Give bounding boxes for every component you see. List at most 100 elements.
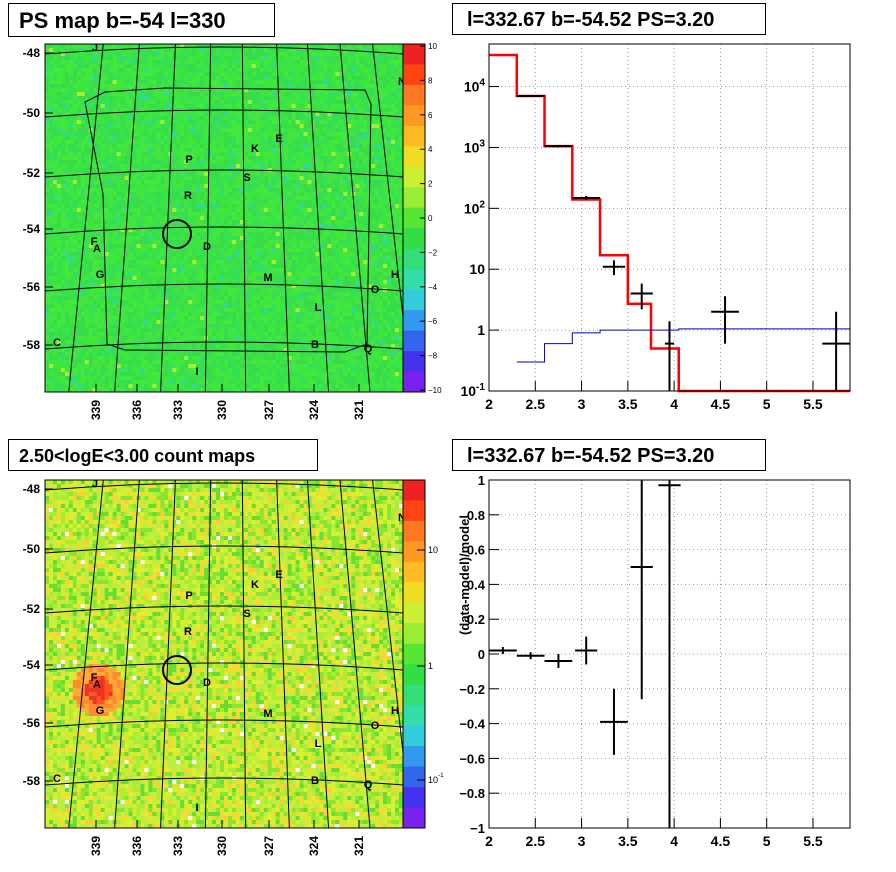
data-point <box>516 94 545 97</box>
y-tick-label: -48 <box>23 482 41 496</box>
x-tick-label: 3 <box>578 833 586 849</box>
source-label-m: M <box>263 708 272 720</box>
ps-map-lon-line <box>160 44 176 392</box>
x-tick-label: 324 <box>307 400 321 420</box>
count-map-grid <box>45 480 403 828</box>
y-tick-label: 1 <box>478 473 485 488</box>
count-map-lat-line <box>45 545 403 554</box>
source-label-s: S <box>243 172 250 184</box>
x-tick-label: 333 <box>171 836 185 856</box>
x-tick-label: 4.5 <box>711 396 731 412</box>
ps-map-lat-line <box>45 341 403 350</box>
spectrum-frame <box>488 43 851 392</box>
source-label-m: M <box>263 272 272 284</box>
source-label-k: K <box>251 579 259 591</box>
x-tick-label: 321 <box>352 400 366 420</box>
data-point <box>572 195 601 200</box>
y-tick-label: 10 <box>469 261 485 277</box>
residual-point <box>600 688 628 755</box>
residual-point <box>489 647 517 654</box>
y-tick-label: −0.6 <box>459 751 485 766</box>
source-circle <box>162 219 192 249</box>
colorbar-label: −4 <box>428 283 438 292</box>
ps-map-lat-line <box>45 169 403 178</box>
source-label-a: A <box>93 679 101 691</box>
y-tick-label: -56 <box>23 716 41 730</box>
x-tick-label: 333 <box>171 400 185 420</box>
y-tick-label: 1 <box>477 322 485 338</box>
count-map-pixels <box>45 480 403 828</box>
ps-map-lon-line <box>372 44 403 321</box>
source-label-b: B <box>311 775 319 787</box>
source-label-n: N <box>398 76 406 88</box>
colorbar-label: 10 <box>428 42 437 51</box>
colorbar-label: 4 <box>428 145 433 154</box>
ps-map-title: PS map b=-54 l=330 <box>8 3 275 37</box>
ps-map-lon-line <box>276 44 290 392</box>
ps-map-chart: J N K E P S R FA D G M HO L C B Q I -48 -50 -52 -54 -56 -58 339… <box>23 42 442 420</box>
source-label-s: S <box>243 608 250 620</box>
source-label-e: E <box>275 133 282 145</box>
y-tick-label: −0.8 <box>459 786 485 801</box>
x-tick-label: 5.5 <box>803 833 823 849</box>
colorbar-label: −2 <box>428 248 438 257</box>
colorbar-label: 0 <box>428 214 433 223</box>
source-label-f: F <box>91 672 98 684</box>
source-label-p: P <box>185 154 192 166</box>
source-label-d: D <box>203 241 211 253</box>
y-tick-label: -50 <box>23 106 41 120</box>
source-label-j: J <box>92 42 98 54</box>
data-point <box>544 144 573 148</box>
source-label-o: O <box>371 284 380 296</box>
y-tick-label: 103 <box>464 138 486 155</box>
count-map-chart: J N K E P S R FA D G M HO L C B Q I -48 -50 -52 -54 -56 -58 339… <box>23 478 445 856</box>
residual-title: l=332.67 b=-54.52 PS=3.20 <box>452 439 766 471</box>
residual-point <box>575 636 598 665</box>
y-tick-label: 0 <box>478 647 485 662</box>
x-tick-label: 3.5 <box>618 833 638 849</box>
residual-point <box>544 654 573 668</box>
source-label-k: K <box>251 143 259 155</box>
y-tick-label: 10-1 <box>460 382 485 399</box>
source-label-r: R <box>184 190 192 202</box>
source-circle <box>162 655 192 685</box>
count-map-lat-line <box>45 719 403 728</box>
y-tick-label: 102 <box>464 199 486 216</box>
ps-map-pixels <box>45 44 403 392</box>
count-map-lon-line <box>241 480 247 828</box>
y-tick-label: -52 <box>23 602 41 616</box>
colorbar-label: 6 <box>428 111 433 120</box>
colorbar-frame <box>402 479 426 829</box>
residual-y-axis-label: (data-model)/model <box>457 515 472 635</box>
y-tick-label: -58 <box>23 338 41 352</box>
count-map-lat-line <box>45 482 403 491</box>
count-map-lon-line <box>68 480 104 828</box>
spectrum-title: l=332.67 b=-54.52 PS=3.20 <box>452 3 766 35</box>
ps-map-colorbar <box>403 44 425 393</box>
count-map-lon-line <box>339 480 371 828</box>
y-tick-label: -50 <box>23 542 41 556</box>
residual-point <box>658 480 681 828</box>
x-tick-label: 5.5 <box>803 396 823 412</box>
x-tick-label: 2 <box>485 396 493 412</box>
ps-map-grid <box>45 44 403 392</box>
source-label-a: A <box>93 243 101 255</box>
source-label-h: H <box>391 705 399 717</box>
data-point <box>822 311 850 391</box>
source-label-c: C <box>53 773 61 785</box>
model-background-step-line <box>516 328 850 363</box>
count-map-lon-line <box>114 480 140 828</box>
x-tick-label: 336 <box>130 836 144 856</box>
source-label-q: Q <box>364 343 373 355</box>
count-map-lon-line <box>204 480 212 828</box>
y-tick-label: 0.4 <box>467 577 486 592</box>
ps-map-lon-line <box>339 44 371 392</box>
source-label-o: O <box>371 720 380 732</box>
y-tick-label: -52 <box>23 166 41 180</box>
y-tick-label: 0.2 <box>467 612 485 627</box>
count-map-lat-line <box>45 605 403 614</box>
y-tick-label: 0.8 <box>467 508 485 523</box>
ps-map-lat-line <box>45 46 403 55</box>
ps-map-lon-line <box>204 44 212 392</box>
